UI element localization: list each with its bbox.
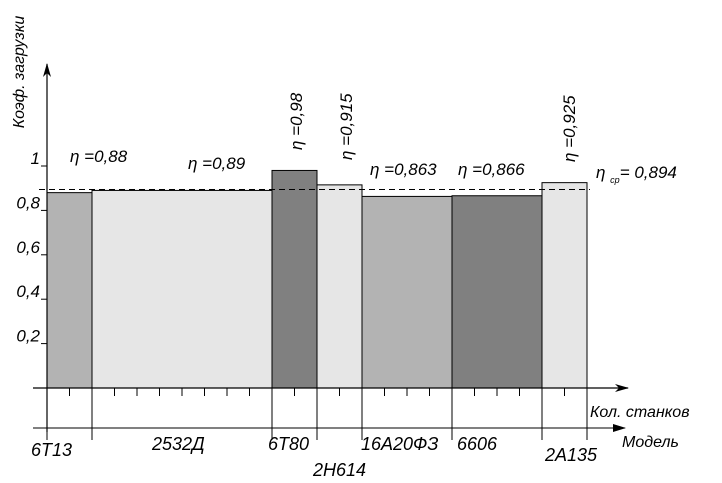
x-axis-model-title: Модель <box>622 434 679 451</box>
axes-group <box>33 63 629 440</box>
x-axis-count-title: Кол. станков <box>590 404 690 421</box>
category-label-3: 6Т80 <box>268 434 309 454</box>
category-label-1: 6Т13 <box>31 440 72 460</box>
category-label-4: 2Н614 <box>312 460 366 480</box>
bar-5 <box>361 195 453 389</box>
category-label-2: 2532Д <box>151 434 205 454</box>
eta-label-6: η =0,866 <box>458 160 525 179</box>
y-tick-label: 0,4 <box>16 282 40 301</box>
eta-label-7: η =0,925 <box>560 95 579 162</box>
average-label: η ср= 0,894 <box>596 163 677 185</box>
eta-label-3: η =0,98 <box>287 92 306 150</box>
labels-group: 0,2 0,4 0,6 0,8 1 Коэф. загрузки Кол. станков М… <box>11 16 690 480</box>
eta-label-1: η =0,88 <box>70 147 128 166</box>
category-label-6: 6606 <box>457 434 498 454</box>
eta-label-5: η =0,863 <box>370 160 437 179</box>
bar-4 <box>316 184 363 389</box>
eta-label-2: η =0,89 <box>188 154 246 173</box>
category-label-7: 2А135 <box>544 445 598 465</box>
bar-2 <box>91 189 273 389</box>
bars-group <box>46 169 588 389</box>
eta-label-4: η =0,915 <box>337 93 356 160</box>
bar-3 <box>271 169 318 389</box>
category-label-5: 16А20ФЗ <box>361 434 438 454</box>
y-tick-label: 1 <box>31 149 40 168</box>
bar-6 <box>451 195 543 389</box>
bar-7 <box>541 182 588 389</box>
bar-1 <box>46 192 93 389</box>
y-tick-label: 0,2 <box>16 327 40 346</box>
y-tick-label: 0,6 <box>16 238 40 257</box>
y-axis-title: Коэф. загрузки <box>11 16 28 129</box>
y-tick-label: 0,8 <box>16 193 40 212</box>
model-axis-arrow <box>613 424 626 432</box>
